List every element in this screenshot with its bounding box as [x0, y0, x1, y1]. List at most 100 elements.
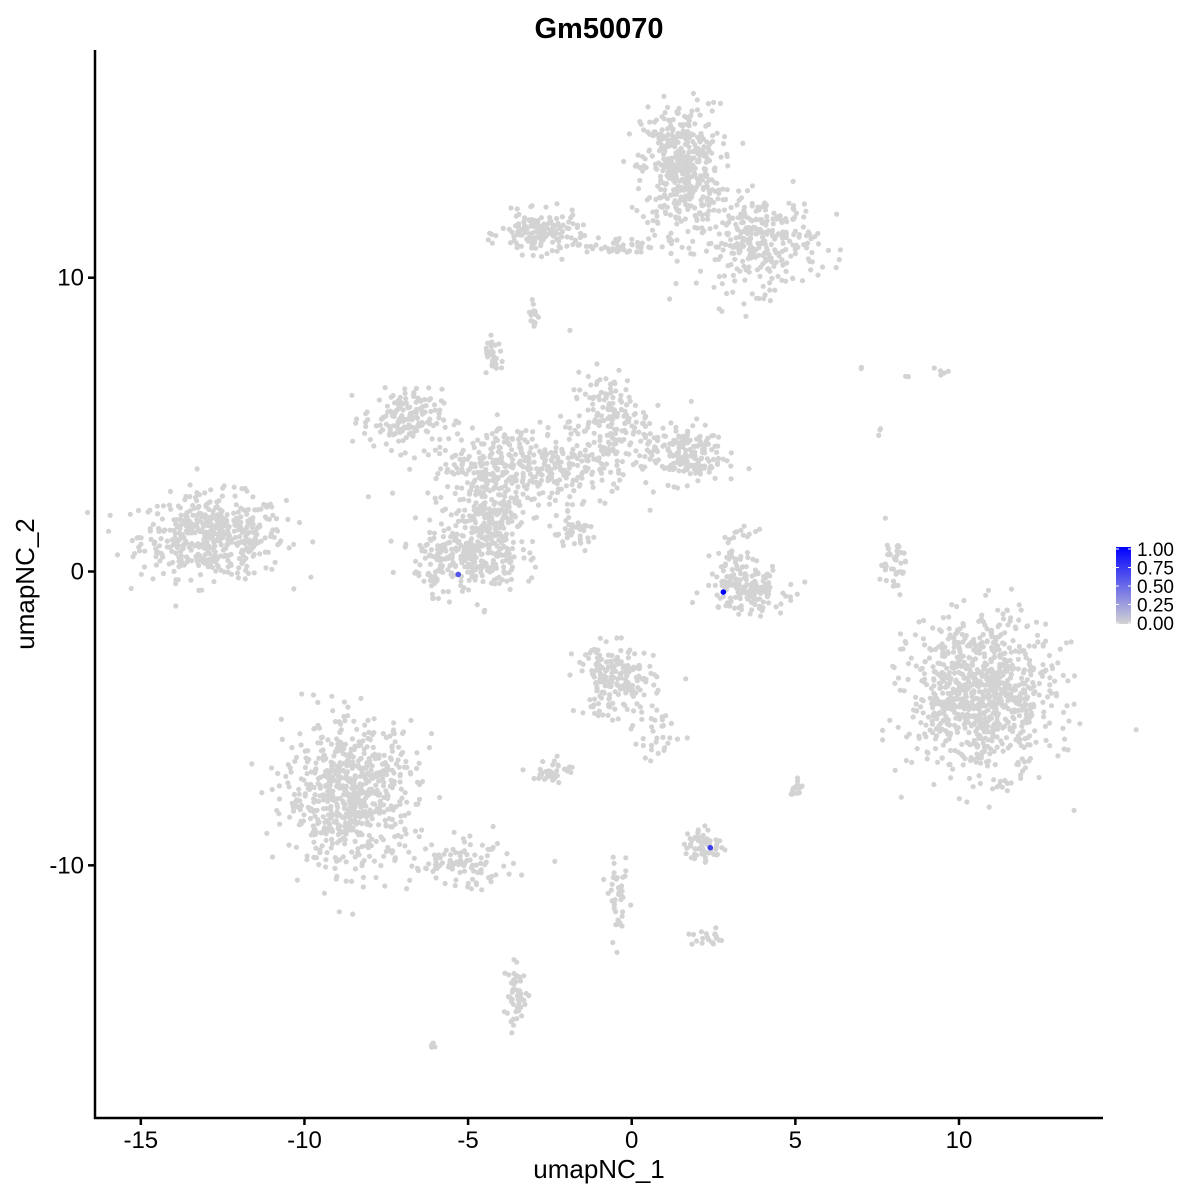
cell-point [349, 392, 355, 398]
cell-point [342, 837, 348, 843]
cell-point [574, 462, 581, 468]
cell-point [640, 409, 647, 416]
cell-point [999, 741, 1005, 747]
cell-point [442, 424, 448, 430]
cell-point [508, 576, 514, 583]
cell-point [351, 779, 357, 785]
cell-point [833, 265, 839, 271]
cell-point [1003, 693, 1009, 699]
cell-point [1025, 623, 1031, 629]
cell-point [507, 240, 514, 246]
cell-point [963, 633, 969, 639]
cell-point [558, 413, 564, 419]
cell-point [779, 233, 785, 239]
cell-point [414, 865, 421, 872]
cell-point [696, 157, 702, 163]
cell-point [547, 494, 553, 500]
cell-point [1036, 692, 1042, 698]
cell-point [408, 771, 414, 777]
cell-point [352, 838, 358, 845]
cell-point [168, 506, 174, 512]
cell-point [732, 256, 738, 262]
cell-point [448, 852, 454, 858]
cell-point [989, 703, 995, 710]
cell-point [675, 130, 681, 137]
cell-point [1025, 742, 1031, 748]
cell-point [600, 404, 606, 410]
cell-point [711, 207, 717, 213]
cell-point [414, 765, 420, 772]
cell-point [517, 232, 524, 238]
cell-point [348, 798, 354, 804]
cell-point [332, 865, 338, 872]
cell-point [594, 413, 600, 419]
cell-point [930, 625, 936, 631]
cell-point [649, 227, 656, 233]
cell-point [451, 462, 457, 468]
cell-point [1034, 632, 1041, 638]
cell-point [538, 477, 545, 483]
cell-point [918, 704, 924, 710]
cell-point [392, 739, 398, 745]
cell-point [359, 810, 365, 816]
cell-point [920, 710, 926, 716]
cell-point [635, 152, 641, 158]
cell-point [233, 502, 239, 508]
cell-point [834, 211, 840, 217]
cell-point [462, 507, 468, 513]
cell-point [134, 535, 140, 541]
cell-point [383, 848, 389, 855]
cell-point [688, 184, 694, 190]
cell-point [700, 194, 706, 200]
cell-point [553, 439, 559, 445]
cell-point [554, 236, 560, 242]
cell-point [661, 116, 667, 122]
cell-point [808, 236, 814, 242]
cell-point [680, 133, 686, 139]
cell-point [725, 163, 731, 169]
cell-point [376, 778, 382, 784]
cell-point [642, 423, 649, 429]
cell-point [402, 826, 408, 832]
cell-point [289, 800, 295, 807]
cell-point [690, 190, 696, 196]
cell-point [986, 692, 992, 698]
cell-point [543, 204, 549, 210]
cell-point [956, 647, 963, 653]
cell-point [389, 409, 395, 415]
cell-point [486, 545, 492, 551]
cell-point [514, 428, 521, 435]
cell-point [667, 212, 674, 218]
cell-point [652, 161, 659, 167]
cell-point [388, 447, 395, 454]
cell-point [739, 564, 746, 570]
cell-point [568, 532, 574, 538]
cell-point [207, 550, 213, 557]
cell-point [552, 858, 558, 864]
cell-point [445, 589, 451, 595]
cell-point [318, 748, 324, 754]
cell-point [673, 191, 680, 197]
cell-point [380, 768, 386, 774]
cell-point [326, 793, 332, 800]
cell-point [920, 636, 927, 642]
cell-point [720, 186, 726, 192]
cell-point [589, 451, 595, 458]
cell-point [316, 755, 322, 761]
cell-point [619, 399, 625, 405]
cell-point [692, 443, 698, 450]
cell-point [509, 545, 516, 552]
cell-point [182, 497, 188, 503]
cell-point [242, 576, 248, 582]
cell-point [522, 215, 528, 221]
cell-point [667, 466, 673, 473]
cell-point [245, 518, 251, 524]
cell-point [898, 794, 904, 800]
cell-point [489, 873, 495, 880]
cell-point [170, 542, 176, 548]
cell-point [448, 571, 454, 578]
cell-point [630, 431, 636, 437]
cell-point [247, 540, 253, 547]
cell-point [767, 287, 773, 293]
cell-point [402, 790, 408, 796]
